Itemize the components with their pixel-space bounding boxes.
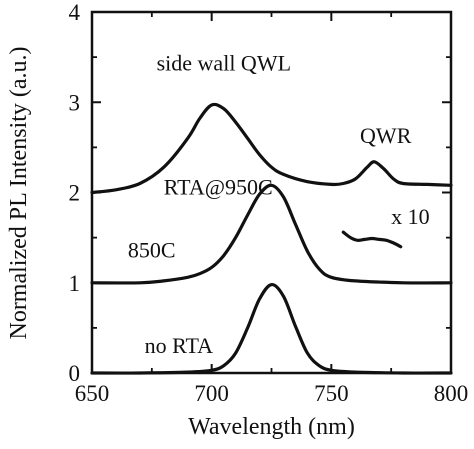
annotations: side wall QWL QWR RTA@950C x 10 850C no RTA [128,51,430,358]
annotation-850c: 850C [128,237,176,262]
series-line-850c [90,183,453,285]
series-lines [90,102,453,375]
x-tick-label: 700 [194,381,229,406]
x-tick-label: 750 [314,381,349,406]
y-tick-label: 3 [69,90,81,115]
series-line-side-wall-qwl [90,102,453,195]
y-axis-title: Normalized PL Intensity (a.u.) [6,46,32,339]
x-tick-label: 800 [434,381,469,406]
annotation-rta-950c: RTA@950C [164,174,273,199]
annotation-no-rta: no RTA [145,333,214,358]
x-tick-label: 650 [75,381,110,406]
ticks: 650 700 750 800 0 1 2 3 4 [69,0,469,406]
series-line-no-rta [90,283,453,375]
annotation-qwr: QWR [360,123,412,148]
series-line-x-10 [341,230,403,249]
y-tick-label: 0 [69,361,81,386]
y-tick-label: 4 [69,0,81,25]
x-axis-title: Wavelength (nm) [188,414,355,440]
annotation-x-10: x 10 [391,204,430,229]
annotation-side-wall-qwl: side wall QWL [157,51,291,76]
y-tick-label: 2 [69,181,81,206]
y-tick-label: 1 [69,271,81,296]
